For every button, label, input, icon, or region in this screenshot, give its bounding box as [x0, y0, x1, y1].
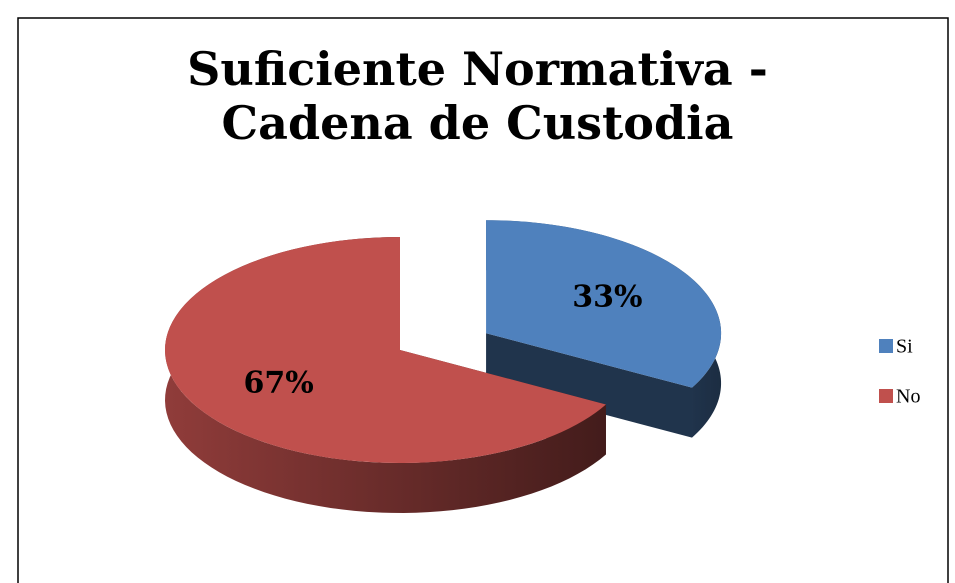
legend-label: No	[896, 386, 920, 408]
slice-top	[486, 220, 722, 388]
slice-radial-side	[486, 333, 693, 438]
legend-swatch	[879, 339, 893, 353]
value-label: 67%	[244, 366, 314, 401]
chart-border	[17, 17, 949, 583]
chart-title: Suficiente Normativa - Cadena de Custodi…	[187, 42, 768, 150]
value-label: 33%	[572, 280, 642, 315]
slice-top	[165, 237, 606, 463]
legend-label: Si	[896, 336, 913, 358]
legend-swatch	[879, 389, 893, 403]
